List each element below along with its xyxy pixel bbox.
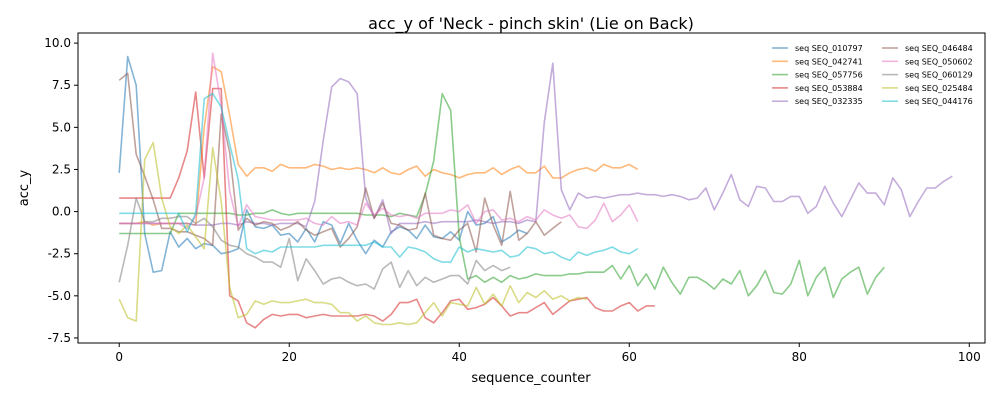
plot-lines	[118, 52, 953, 329]
x-tick-label: 20	[282, 350, 297, 364]
series-line-3	[119, 92, 885, 299]
series-line-10	[119, 92, 639, 263]
y-tick-label: 10.0	[44, 36, 71, 50]
y-tick-label: 5.0	[52, 120, 71, 134]
legend-label: seq SEQ_050602	[905, 57, 973, 66]
y-tick-label: 2.5	[52, 162, 71, 176]
legend-label: seq SEQ_060129	[905, 71, 973, 80]
chart-title: acc_y of 'Neck - pinch skin' (Lie on Bac…	[368, 14, 694, 34]
legend-label: seq SEQ_042741	[795, 57, 863, 66]
series-line-1	[118, 55, 528, 274]
series-line-2	[119, 65, 639, 226]
y-axis: -7.5 -5.0 -2.5 0.0 2.5 5.0 7.5 10.0	[44, 36, 78, 345]
y-tick-label: -7.5	[48, 331, 71, 345]
y-tick-label: -5.0	[48, 289, 71, 303]
x-tick-label: 40	[452, 350, 467, 364]
series-line-4	[119, 87, 655, 329]
y-tick-label: 7.5	[52, 78, 71, 92]
y-axis-label: acc_y	[17, 169, 32, 206]
legend-label: seq SEQ_046484	[905, 44, 973, 53]
y-tick-label: 0.0	[52, 205, 71, 219]
x-tick-label: 0	[115, 350, 123, 364]
x-axis-label: sequence_counter	[471, 371, 591, 386]
x-tick-label: 60	[622, 350, 637, 364]
series-line-8	[118, 197, 511, 290]
legend-label: seq SEQ_032335	[795, 97, 863, 106]
y-tick-label: -2.5	[48, 247, 71, 261]
x-axis: 0 20 40 60 80 100	[115, 343, 981, 364]
legend-label: seq SEQ_053884	[795, 84, 863, 93]
series-line-7	[119, 52, 639, 230]
plot-frame	[77, 32, 986, 344]
x-tick-label: 80	[792, 350, 807, 364]
legend-label: seq SEQ_057756	[795, 71, 863, 80]
legend-label: seq SEQ_010797	[795, 44, 863, 53]
legend-label: seq SEQ_044176	[905, 97, 973, 106]
legend-label: seq SEQ_025484	[905, 84, 973, 93]
x-tick-label: 100	[958, 350, 981, 364]
series-line-9	[118, 141, 587, 326]
series-line-6	[118, 72, 562, 253]
